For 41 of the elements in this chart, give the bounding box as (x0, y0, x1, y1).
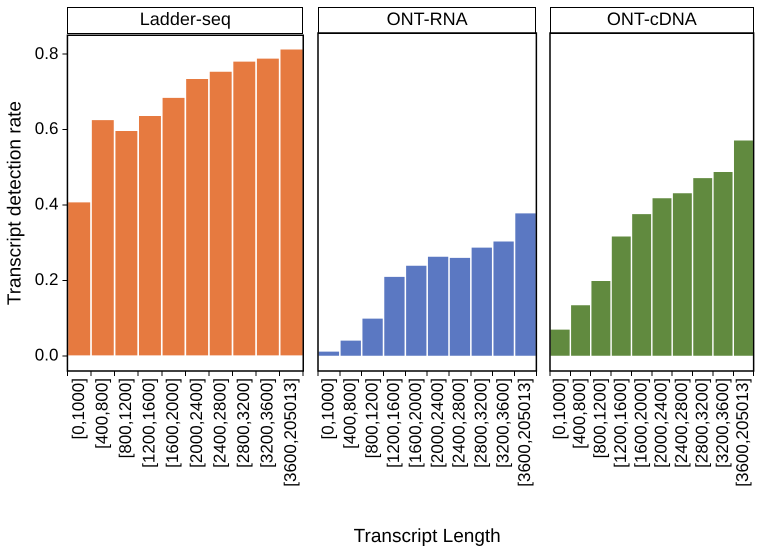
x-tick-label: [3600,205013] (733, 378, 752, 487)
x-tick-label: [800,1200] (590, 378, 610, 458)
x-tick-label: [2400,2800] (672, 378, 692, 468)
y-tick-label: 0.6 (34, 119, 58, 138)
y-tick-label: 0.2 (34, 270, 58, 290)
x-tick-label: [2000,2400] (428, 378, 447, 468)
y-tick-label: 0.0 (34, 346, 58, 365)
x-tick-label: [400,800] (340, 378, 360, 449)
x-tick-label: [2000,2400] (652, 378, 671, 468)
y-axis-title: Transcript detection rate (4, 101, 26, 306)
x-tick-label: [1600,2000] (631, 378, 650, 468)
chart-title: Ladder-seq (67, 7, 304, 34)
x-tick-label: [1200,1600] (140, 378, 159, 468)
chart-title: ONT-cDNA (550, 7, 754, 34)
x-tick-label: [3600,205013] (515, 378, 534, 487)
bar (68, 202, 90, 356)
x-tick-label: [1200,1600] (610, 378, 630, 468)
x-tick-label: [400,800] (92, 378, 112, 449)
x-tick-label: [800,1200] (362, 378, 382, 458)
x-tick-label: [0,1000] (318, 378, 338, 440)
x-tick-label: [1600,2000] (163, 378, 182, 468)
x-axis-title: Transcript Length (354, 526, 501, 547)
x-tick-label: [2800,3200] (234, 378, 253, 468)
y-tick-label: 0.4 (34, 194, 58, 214)
x-tick-label: [0,1000] (550, 378, 569, 440)
chart-title: ONT-RNA (318, 7, 536, 34)
x-tick-label: [2800,3200] (692, 378, 712, 468)
x-tick-label: [3200,3600] (712, 378, 732, 468)
x-tick-label: [3200,3600] (258, 378, 277, 468)
x-tick-label: [0,1000] (68, 378, 88, 440)
x-tick-label: [800,1200] (116, 378, 136, 458)
x-tick-label: [3200,3600] (493, 378, 512, 468)
x-tick-label: [2800,3200] (471, 378, 490, 468)
x-tick-label: [2400,2800] (210, 378, 230, 468)
x-tick-label: [1600,2000] (406, 378, 425, 468)
y-tick-label: 0.8 (34, 44, 58, 63)
x-tick-label: [2000,2400] (186, 378, 206, 468)
x-tick-label: [2400,2800] (450, 378, 469, 468)
x-tick-label: [400,800] (570, 378, 590, 449)
x-tick-label: [1200,1600] (384, 378, 404, 468)
x-tick-label: [3600,205013] (281, 378, 300, 487)
